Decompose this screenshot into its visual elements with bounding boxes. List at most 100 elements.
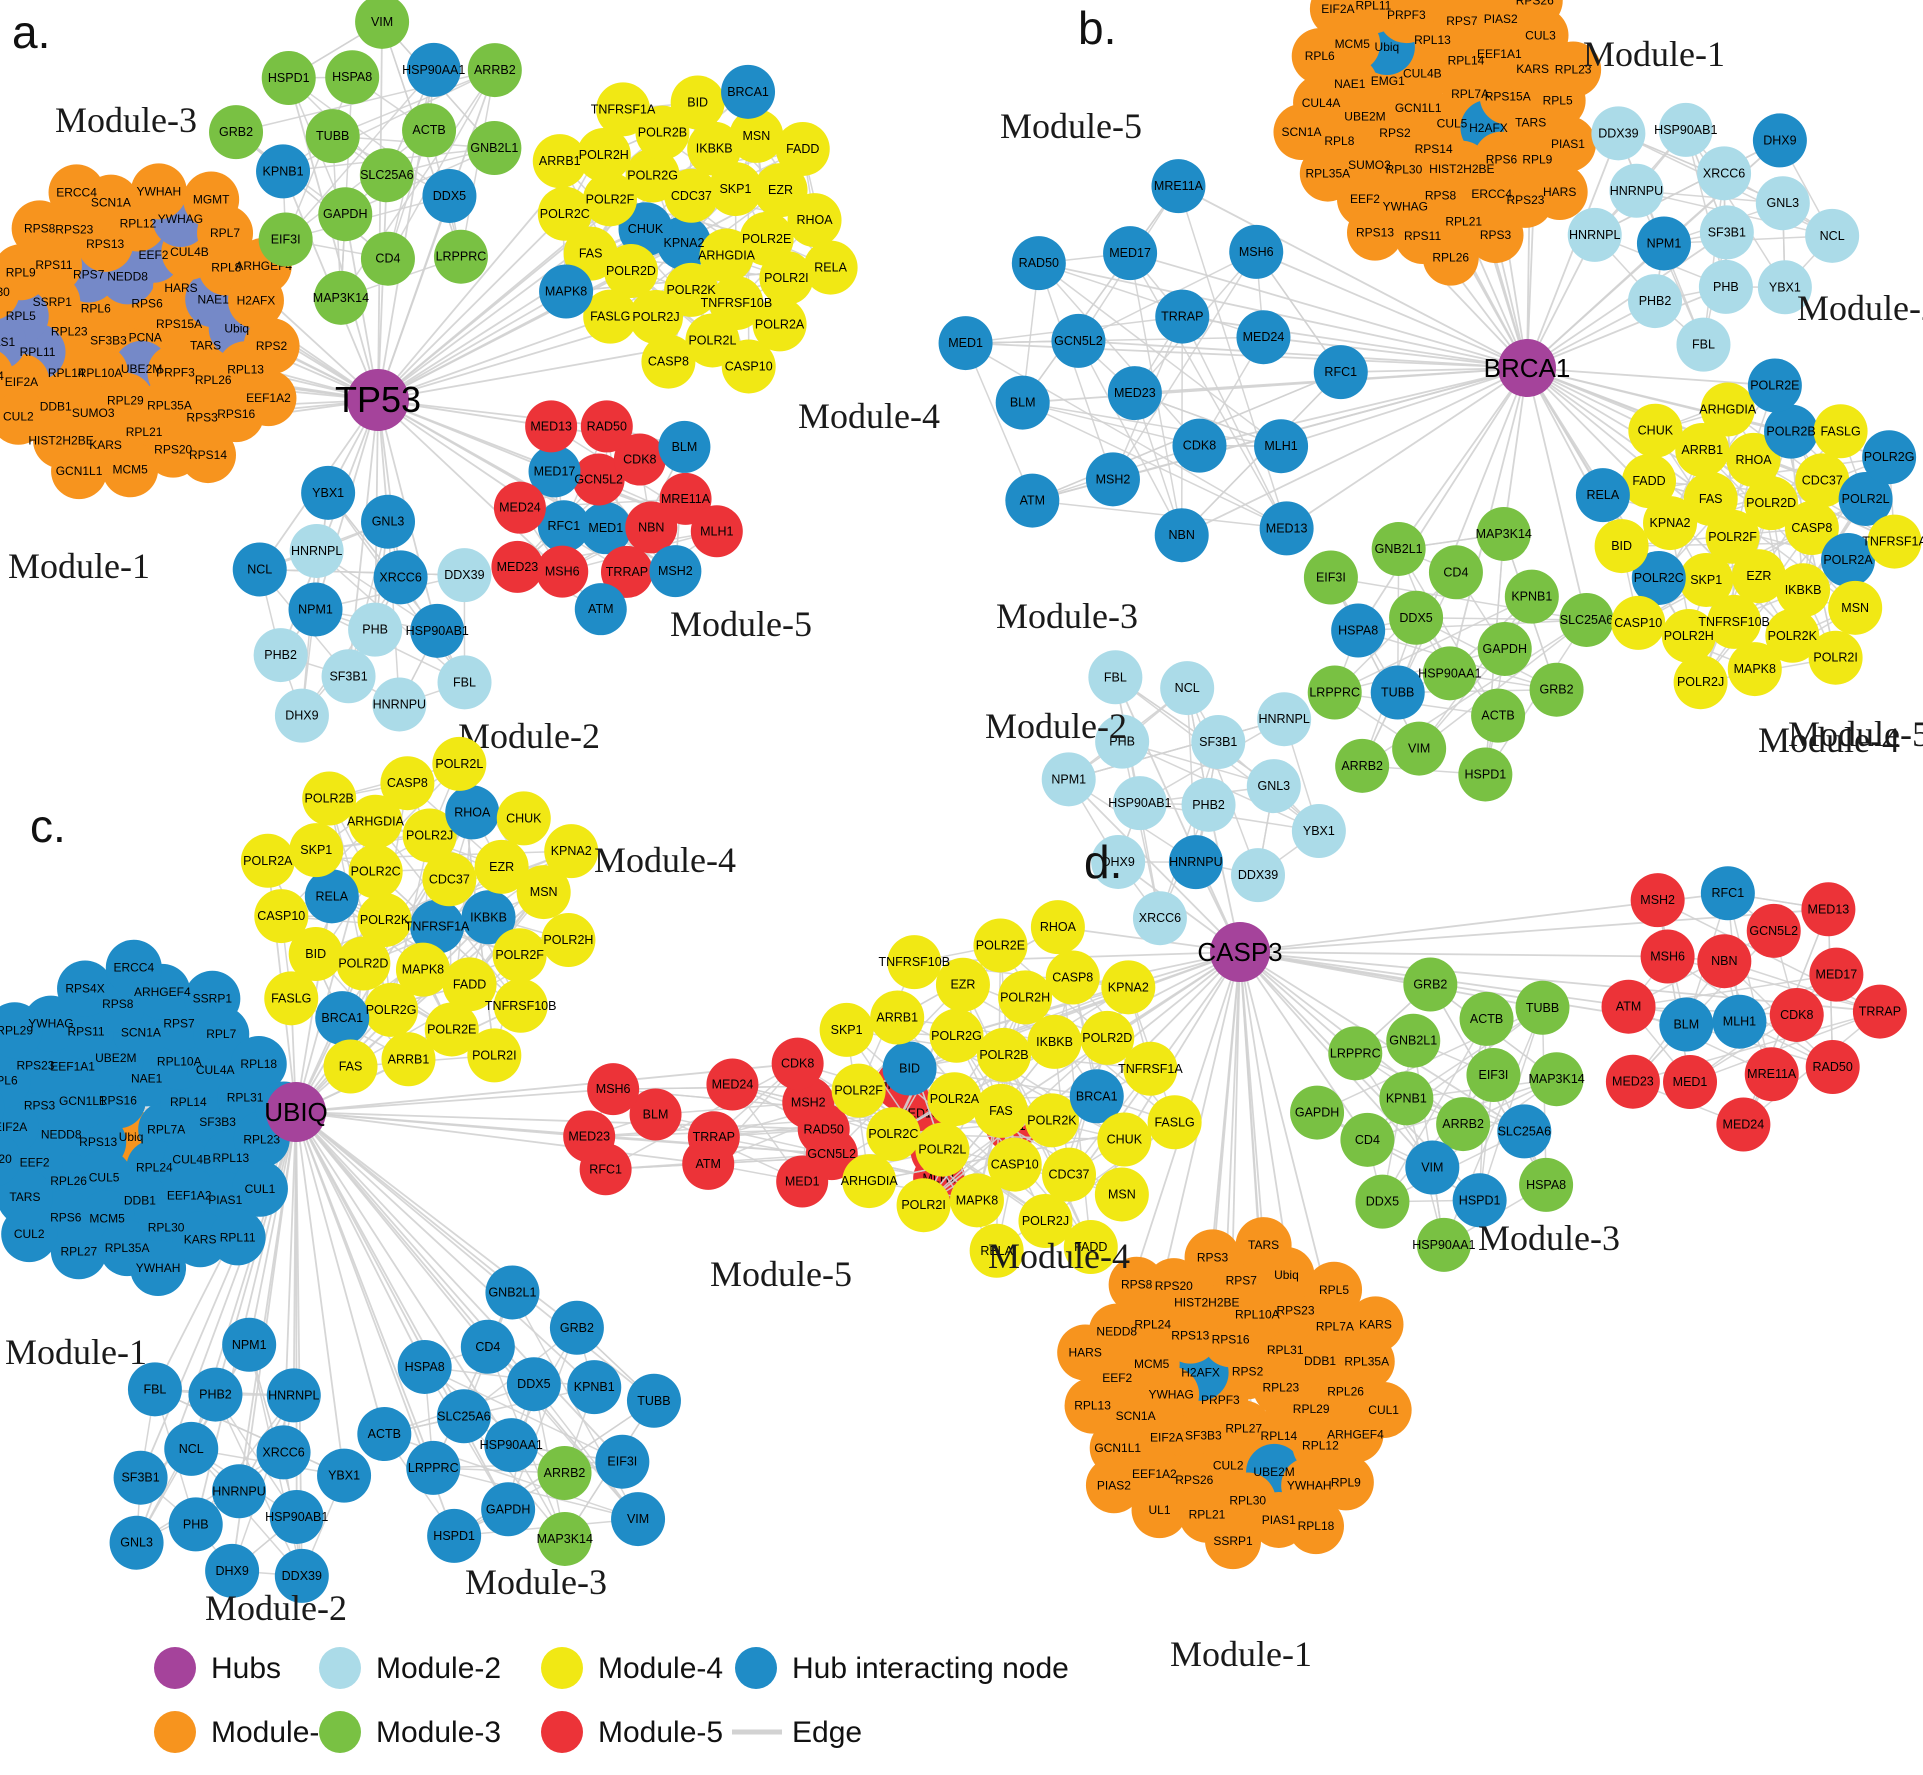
node-YBX1[interactable] [1291, 804, 1346, 859]
node-MCM5[interactable] [102, 441, 159, 498]
node-RPS14[interactable] [179, 427, 236, 484]
node-RPL13[interactable] [1064, 1377, 1121, 1434]
node-POLR2I[interactable] [759, 250, 814, 305]
node-YWHAH[interactable] [130, 163, 187, 220]
node-POLR2G[interactable] [1862, 430, 1917, 485]
node-PIAS1[interactable] [1539, 116, 1596, 173]
node-DDX5[interactable] [506, 1357, 561, 1412]
node-TNFRSF1A[interactable] [1123, 1041, 1178, 1096]
node-MED1[interactable] [776, 1155, 829, 1208]
node-DHX9[interactable] [274, 688, 329, 743]
node-CUL1[interactable] [231, 1160, 288, 1217]
node-RPS20[interactable] [0, 1131, 21, 1187]
node-PIAS2[interactable] [1085, 1457, 1142, 1514]
node-PHB[interactable] [1698, 259, 1753, 314]
node-CDC37[interactable] [1795, 453, 1850, 508]
node-MED23[interactable] [491, 540, 544, 593]
node-MSH6[interactable] [536, 545, 589, 598]
node-POLR2I[interactable] [1808, 630, 1863, 685]
node-SKP1[interactable] [819, 1002, 874, 1057]
node-POLR2J[interactable] [1673, 655, 1728, 710]
node-GNB2L1[interactable] [467, 121, 522, 176]
node-MED1[interactable] [579, 502, 632, 555]
node-SLC25A6[interactable] [436, 1389, 491, 1444]
node-BRCA1[interactable] [1069, 1069, 1124, 1124]
node-GAPDH[interactable] [481, 1482, 536, 1537]
node-ACTB[interactable] [357, 1407, 412, 1462]
node-MSN[interactable] [1094, 1167, 1149, 1222]
node-NCL[interactable] [1805, 208, 1860, 263]
node-MAP3K14[interactable] [1476, 506, 1531, 561]
node-ACTB[interactable] [1471, 688, 1526, 743]
node-EIF3I[interactable] [595, 1434, 650, 1489]
node-LRPPRC[interactable] [1328, 1026, 1383, 1081]
node-HNRNPL[interactable] [289, 523, 344, 578]
node-FADD[interactable] [1621, 454, 1676, 509]
node-CHUK[interactable] [618, 202, 673, 257]
node-MSH6[interactable] [1640, 929, 1695, 984]
node-HSP90AB1[interactable] [1658, 102, 1713, 157]
node-NBN[interactable] [1697, 934, 1752, 989]
node-NCL[interactable] [164, 1421, 219, 1476]
node-FAS[interactable] [1683, 471, 1738, 526]
node-GCN1L1[interactable] [51, 443, 108, 500]
node-TUBB[interactable] [1370, 665, 1425, 720]
node-MSH6[interactable] [587, 1063, 640, 1116]
node-FADD[interactable] [442, 957, 497, 1012]
node-MAPK8[interactable] [1727, 642, 1782, 697]
node-POLR2H[interactable] [541, 913, 596, 968]
node-EEF1A2[interactable] [240, 370, 297, 427]
node-TUBB[interactable] [1515, 980, 1570, 1035]
node-CHUK[interactable] [1097, 1112, 1152, 1167]
node-FADD[interactable] [1063, 1220, 1118, 1275]
node-HSPA8[interactable] [1519, 1157, 1574, 1212]
node-POLR2A[interactable] [927, 1072, 982, 1127]
node-MSN[interactable] [516, 865, 571, 920]
node-HSPD1[interactable] [427, 1508, 482, 1563]
node-BID[interactable] [670, 75, 725, 130]
node-GNL3[interactable] [361, 494, 416, 549]
node-MAP3K14[interactable] [313, 270, 368, 325]
node-BID[interactable] [1594, 519, 1649, 574]
node-KPNA2[interactable] [1643, 496, 1698, 551]
node-NPM1[interactable] [222, 1317, 277, 1372]
hub-BRCA1[interactable]: BRCA1 [1484, 339, 1571, 397]
node-RPL24[interactable] [0, 348, 14, 404]
node-DHX9[interactable] [205, 1543, 260, 1598]
node-FASLG[interactable] [583, 289, 638, 344]
node-MED24[interactable] [1716, 1097, 1771, 1152]
node-TNFRSF10B[interactable] [887, 935, 942, 990]
node-ARRB2[interactable] [467, 43, 522, 98]
node-MRE11A[interactable] [1151, 159, 1206, 214]
node-POLR2C[interactable] [537, 186, 592, 241]
node-RPL26[interactable] [1422, 229, 1479, 286]
node-TRRAP[interactable] [1155, 289, 1210, 344]
node-POLR2L[interactable] [432, 736, 487, 791]
node-HNRNPL[interactable] [1257, 692, 1312, 747]
node-SF3B1[interactable] [321, 649, 376, 704]
node-ARHGDIA[interactable] [842, 1154, 897, 1209]
node-POLR2I[interactable] [467, 1028, 522, 1083]
node-RPL35A[interactable] [1299, 145, 1356, 202]
node-CDK8[interactable] [1172, 418, 1227, 473]
node-FAS[interactable] [323, 1039, 378, 1094]
node-SKP1[interactable] [289, 823, 344, 878]
node-POLR2A[interactable] [240, 833, 295, 888]
node-MED23[interactable] [1605, 1054, 1660, 1109]
node-BLM[interactable] [629, 1088, 682, 1141]
node-MED1[interactable] [1663, 1055, 1718, 1110]
node-POLR2K[interactable] [357, 893, 412, 948]
node-MRE11A[interactable] [659, 472, 712, 525]
node-HNRNPU[interactable] [372, 677, 427, 732]
node-MED23[interactable] [1107, 366, 1162, 421]
node-KARS[interactable] [1347, 1296, 1404, 1353]
node-CDC37[interactable] [1042, 1147, 1097, 1202]
node-HSP90AA1[interactable] [406, 42, 461, 97]
node-KPNB1[interactable] [1504, 569, 1559, 624]
node-GRB2[interactable] [209, 105, 264, 160]
node-FASLG[interactable] [264, 971, 319, 1026]
node-HSP90AA1[interactable] [1416, 1217, 1471, 1272]
node-ERCC4[interactable] [105, 939, 162, 996]
node-ATM[interactable] [574, 583, 627, 636]
node-POLR2L[interactable] [915, 1122, 970, 1177]
